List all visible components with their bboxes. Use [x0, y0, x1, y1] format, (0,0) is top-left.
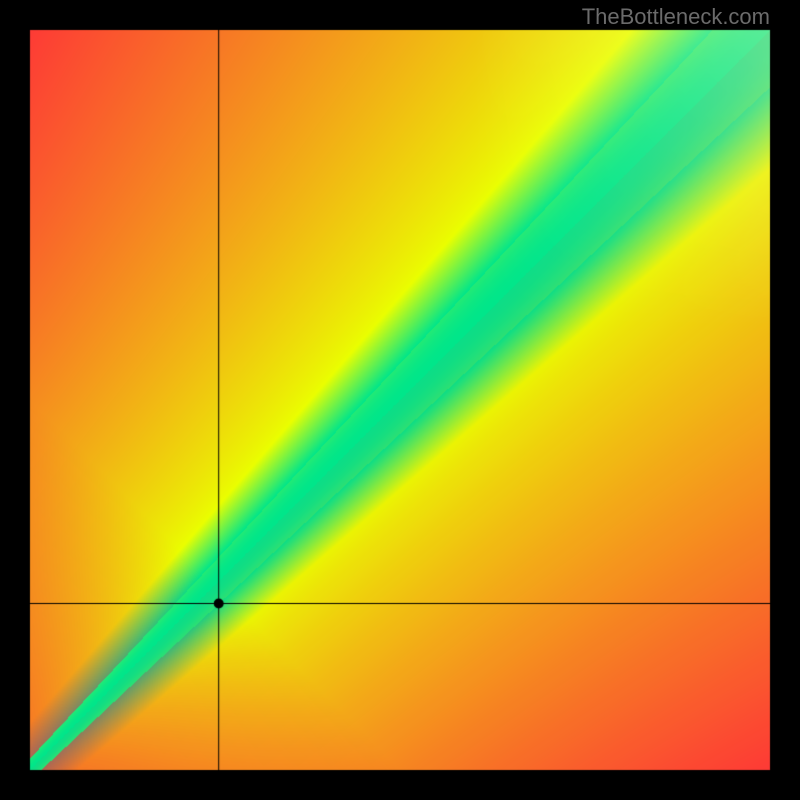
watermark-text: TheBottleneck.com: [582, 4, 770, 30]
heatmap-canvas: [0, 0, 800, 800]
chart-container: TheBottleneck.com: [0, 0, 800, 800]
